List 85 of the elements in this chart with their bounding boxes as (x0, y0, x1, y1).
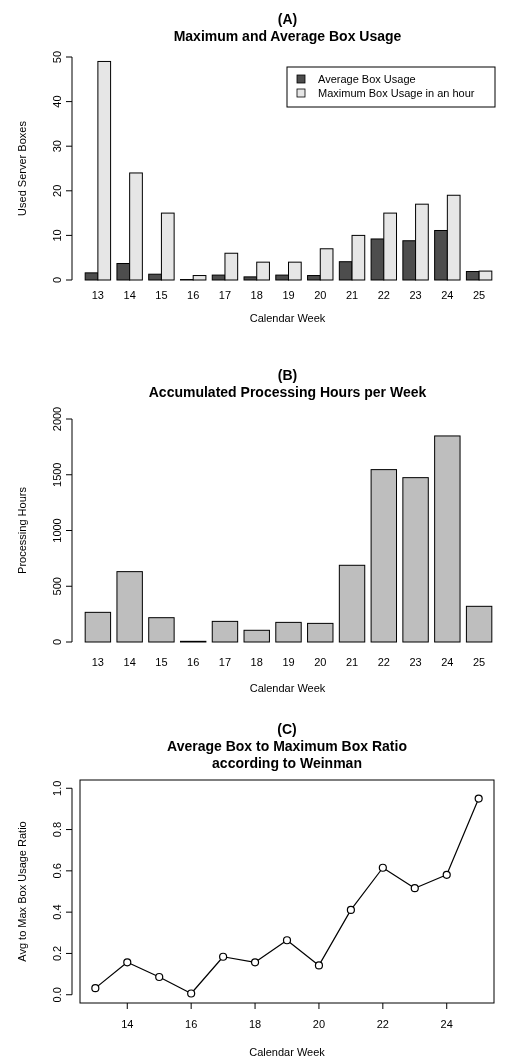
bar (465, 605, 493, 643)
x-tick-label: 23 (409, 289, 422, 301)
y-tick-label: 20 (51, 184, 63, 197)
y-tick-label: 0.4 (51, 904, 63, 920)
x-tick-label: 18 (250, 656, 263, 668)
y-tick-label: 500 (51, 577, 63, 596)
x-tick-label: 21 (345, 656, 359, 668)
x-tick-label: 18 (250, 289, 263, 301)
y-tick-label: 0.0 (51, 987, 63, 1003)
x-tick-label: 22 (376, 1018, 389, 1030)
bar (243, 629, 270, 643)
x-axis-title: Calendar Week (249, 682, 326, 694)
x-tick-label: 19 (282, 656, 295, 668)
x-tick-label: 18 (248, 1018, 262, 1030)
y-tick-label: 0.8 (51, 821, 63, 838)
x-tick-label: 25 (472, 289, 486, 301)
point (410, 884, 419, 893)
point (155, 972, 164, 982)
x-tick-label: 17 (218, 656, 232, 668)
x-tick-label: 16 (185, 1018, 198, 1030)
point (314, 961, 324, 970)
y-tick-label: 0 (51, 638, 63, 646)
bar (338, 564, 366, 643)
x-tick-label: 23 (409, 656, 422, 668)
y-axis-title: Avg to Max Box Usage Ratio (16, 821, 28, 962)
x-tick-label: 14 (123, 656, 136, 668)
bar (434, 435, 461, 643)
y-tick-label: 1000 (51, 518, 63, 543)
y-tick-label: 30 (51, 140, 63, 153)
x-tick-label: 20 (312, 1018, 326, 1030)
x-tick-label: 24 (441, 289, 454, 301)
y-tick-label: 1.0 (51, 780, 63, 796)
x-tick-label: 13 (91, 656, 105, 668)
y-tick-label: 50 (51, 50, 63, 64)
y-axis-title: Used Server Boxes (16, 120, 28, 216)
y-axis-title: Processing Hours (16, 486, 28, 574)
point (282, 936, 292, 945)
bar (402, 477, 429, 643)
bar (116, 571, 143, 643)
point (442, 870, 451, 879)
point (219, 952, 228, 961)
bar (275, 621, 302, 643)
x-tick-label: 24 (441, 656, 454, 668)
bar (370, 469, 398, 643)
x-tick-label: 16 (187, 289, 200, 301)
x-tick-label: 15 (155, 656, 168, 668)
x-tick-label: 13 (91, 289, 105, 301)
x-axis-title: Calendar Week (249, 312, 326, 324)
bar (84, 611, 112, 643)
y-tick-label: 10 (51, 229, 63, 242)
point (250, 958, 260, 967)
x-tick-label: 20 (314, 289, 327, 301)
x-tick-label: 15 (155, 289, 168, 301)
y-tick-label: 0.2 (51, 945, 63, 962)
y-tick-label: 2000 (51, 406, 63, 432)
chart-title: (B) Accumulated Processing Hours per Week (148, 367, 427, 400)
x-tick-label: 19 (282, 289, 295, 301)
x-tick-label: 14 (121, 1018, 134, 1030)
bar (307, 622, 334, 643)
x-tick-label: 24 (440, 1018, 453, 1030)
x-tick-label: 16 (187, 656, 200, 668)
x-axis-title: Calendar Week (249, 1046, 326, 1058)
chart-title: (A) Maximum and Average Box Usage (173, 11, 402, 44)
x-tick-label: 20 (314, 656, 327, 668)
point (346, 905, 355, 914)
point (474, 794, 483, 803)
y-tick-label: 0 (51, 276, 63, 284)
y-tick-label: 0.6 (51, 863, 63, 879)
x-tick-label: 17 (218, 289, 232, 301)
legend-label: Average Box Usage (318, 73, 416, 85)
x-tick-label: 22 (377, 656, 390, 668)
x-tick-label: 21 (345, 289, 359, 301)
x-tick-label: 14 (123, 289, 136, 301)
legend-label: Maximum Box Usage in an hour (318, 87, 475, 99)
point (187, 989, 196, 998)
x-tick-label: 25 (472, 656, 486, 668)
point (123, 958, 132, 967)
point (378, 863, 387, 872)
x-tick-label: 22 (377, 289, 390, 301)
y-tick-label: 40 (51, 95, 63, 108)
bar (211, 620, 239, 643)
y-tick-label: 1500 (51, 462, 63, 487)
chart-title: (C) Average Box to Maximum Box Ratio according to Weinman (167, 721, 407, 771)
bar (148, 617, 175, 643)
point (91, 984, 100, 993)
